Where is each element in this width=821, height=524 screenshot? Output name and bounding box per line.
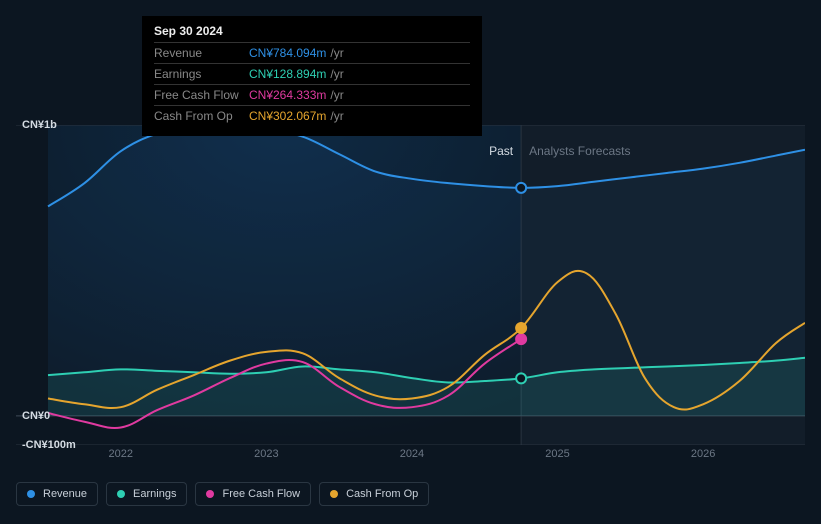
legend-label: Revenue bbox=[43, 488, 87, 500]
tooltip-label: Earnings bbox=[154, 67, 249, 81]
tooltip-label: Revenue bbox=[154, 46, 249, 60]
tooltip-value: CN¥264.333m bbox=[249, 88, 326, 102]
region-label-past: Past bbox=[489, 144, 514, 158]
tooltip-row: RevenueCN¥784.094m/yr bbox=[154, 42, 470, 63]
marker-cfo bbox=[516, 323, 526, 333]
tooltip-unit: /yr bbox=[330, 67, 343, 81]
tooltip-value: CN¥128.894m bbox=[249, 67, 326, 81]
y-axis-label: CN¥0 bbox=[22, 410, 50, 422]
y-axis-label: CN¥1b bbox=[22, 119, 57, 131]
tooltip-title: Sep 30 2024 bbox=[154, 24, 470, 42]
legend-item[interactable]: Revenue bbox=[16, 482, 98, 506]
marker-revenue bbox=[516, 183, 526, 193]
marker-fcf bbox=[516, 334, 526, 344]
tooltip-label: Cash From Op bbox=[154, 109, 249, 123]
marker-earnings bbox=[516, 373, 526, 383]
legend-dot-icon bbox=[330, 490, 338, 498]
chart-legend: Revenue Earnings Free Cash Flow Cash From O… bbox=[16, 482, 429, 506]
legend-label: Free Cash Flow bbox=[222, 488, 300, 500]
legend-label: Cash From Op bbox=[346, 488, 418, 500]
chart-area: PastAnalysts Forecasts CN¥1bCN¥0-CN¥100m bbox=[16, 125, 805, 445]
tooltip-unit: /yr bbox=[330, 88, 343, 102]
tooltip-row: Cash From OpCN¥302.067m/yr bbox=[154, 105, 470, 126]
legend-label: Earnings bbox=[133, 488, 176, 500]
tooltip-label: Free Cash Flow bbox=[154, 88, 249, 102]
x-axis-label: 2026 bbox=[691, 448, 715, 460]
x-axis-label: 2024 bbox=[400, 448, 424, 460]
legend-dot-icon bbox=[117, 490, 125, 498]
legend-item[interactable]: Earnings bbox=[106, 482, 187, 506]
legend-item[interactable]: Free Cash Flow bbox=[195, 482, 311, 506]
x-axis-label: 2025 bbox=[545, 448, 569, 460]
tooltip-row: Free Cash FlowCN¥264.333m/yr bbox=[154, 84, 470, 105]
tooltip-unit: /yr bbox=[330, 46, 343, 60]
x-axis-labels: 2022 2023 2024 2025 2026 bbox=[16, 448, 805, 468]
chart-tooltip: Sep 30 2024 RevenueCN¥784.094m/yrEarning… bbox=[142, 16, 482, 136]
region-label-forecast: Analysts Forecasts bbox=[529, 144, 630, 158]
tooltip-value: CN¥784.094m bbox=[249, 46, 326, 60]
tooltip-unit: /yr bbox=[330, 109, 343, 123]
x-axis-label: 2023 bbox=[254, 448, 278, 460]
legend-dot-icon bbox=[27, 490, 35, 498]
legend-dot-icon bbox=[206, 490, 214, 498]
tooltip-value: CN¥302.067m bbox=[249, 109, 326, 123]
legend-item[interactable]: Cash From Op bbox=[319, 482, 429, 506]
chart-svg[interactable]: Past Analysts Forecasts bbox=[16, 125, 805, 445]
tooltip-row: EarningsCN¥128.894m/yr bbox=[154, 63, 470, 84]
x-axis-label: 2022 bbox=[109, 448, 133, 460]
